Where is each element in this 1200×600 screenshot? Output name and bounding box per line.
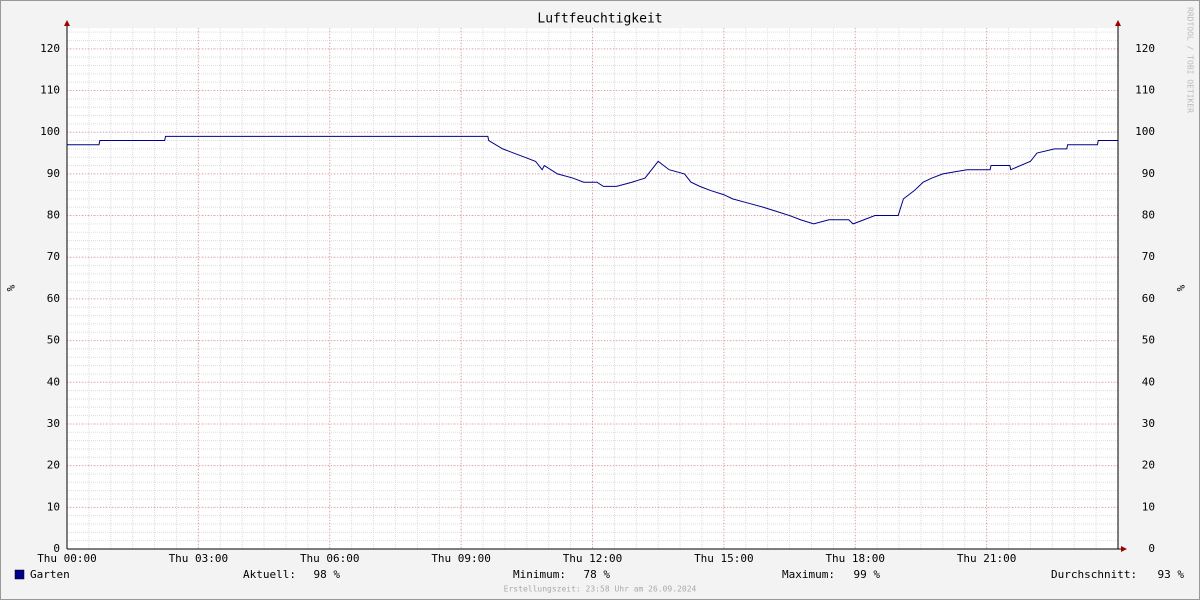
legend-label: Garten xyxy=(30,568,70,581)
axis-arrow xyxy=(1115,20,1121,26)
stat-value: 98 % xyxy=(314,568,341,581)
x-tick-label: Thu 09:00 xyxy=(431,552,491,565)
x-tick-label: Thu 12:00 xyxy=(563,552,623,565)
y-tick-label: 20 xyxy=(47,459,60,472)
stat-value: 93 % xyxy=(1158,568,1185,581)
y-tick-label: 90 xyxy=(47,167,60,180)
y2-tick-label: 30 xyxy=(1142,417,1155,430)
axis-arrow xyxy=(1121,546,1127,552)
y2-tick-label: 70 xyxy=(1142,250,1155,263)
x-tick-label: Thu 06:00 xyxy=(300,552,360,565)
watermark: RRDTOOL / TOBI OETIKER xyxy=(1186,7,1195,113)
y2-tick-label: 110 xyxy=(1135,84,1155,97)
y2-tick-label: 120 xyxy=(1135,42,1155,55)
x-tick-label: Thu 03:00 xyxy=(169,552,229,565)
x-tick-label: Thu 21:00 xyxy=(957,552,1017,565)
y-tick-label: 60 xyxy=(47,292,60,305)
y2-tick-label: 20 xyxy=(1142,459,1155,472)
y2-tick-label: 80 xyxy=(1142,209,1155,222)
marks xyxy=(67,135,1118,225)
y-axis-label: % xyxy=(4,285,17,292)
y-tick-label: 70 xyxy=(47,250,60,263)
y-tick-label: 40 xyxy=(47,375,60,388)
footer: Erstellungszeit: 23:58 Uhr am 26.09.2024 xyxy=(504,585,697,594)
x-tick-label: Thu 18:00 xyxy=(825,552,885,565)
grid xyxy=(66,28,1119,550)
y-tick-label: 100 xyxy=(40,125,60,138)
y2-tick-label: 10 xyxy=(1142,500,1155,513)
stat-label: Maximum: xyxy=(782,568,835,581)
stat-value: 78 % xyxy=(584,568,611,581)
y2-tick-label: 50 xyxy=(1142,334,1155,347)
y2-tick-label: 0 xyxy=(1148,542,1155,555)
legend-swatch xyxy=(14,569,25,580)
y2-tick-label: 90 xyxy=(1142,167,1155,180)
y2-tick-label: 40 xyxy=(1142,375,1155,388)
y-tick-label: 80 xyxy=(47,209,60,222)
y-tick-label: 30 xyxy=(47,417,60,430)
stat-label: Aktuell: xyxy=(243,568,296,581)
stat-label: Minimum: xyxy=(513,568,566,581)
x-tick-label: Thu 15:00 xyxy=(694,552,754,565)
y-tick-label: 110 xyxy=(40,84,60,97)
axis-arrow xyxy=(64,20,70,26)
y-tick-label: 10 xyxy=(47,500,60,513)
chart-title: Luftfeuchtigkeit xyxy=(537,12,662,27)
y2-tick-label: 100 xyxy=(1135,125,1155,138)
stat-value: 99 % xyxy=(854,568,881,581)
stat-label: Durchschnitt: xyxy=(1051,568,1137,581)
y-tick-label: 0 xyxy=(53,542,60,555)
data-line xyxy=(67,135,1118,225)
y-tick-label: 50 xyxy=(47,334,60,347)
y2-tick-label: 60 xyxy=(1142,292,1155,305)
y-tick-label: 120 xyxy=(40,42,60,55)
x-tick-label: Thu 00:00 xyxy=(37,552,97,565)
y2-axis-label: % xyxy=(1174,285,1187,292)
